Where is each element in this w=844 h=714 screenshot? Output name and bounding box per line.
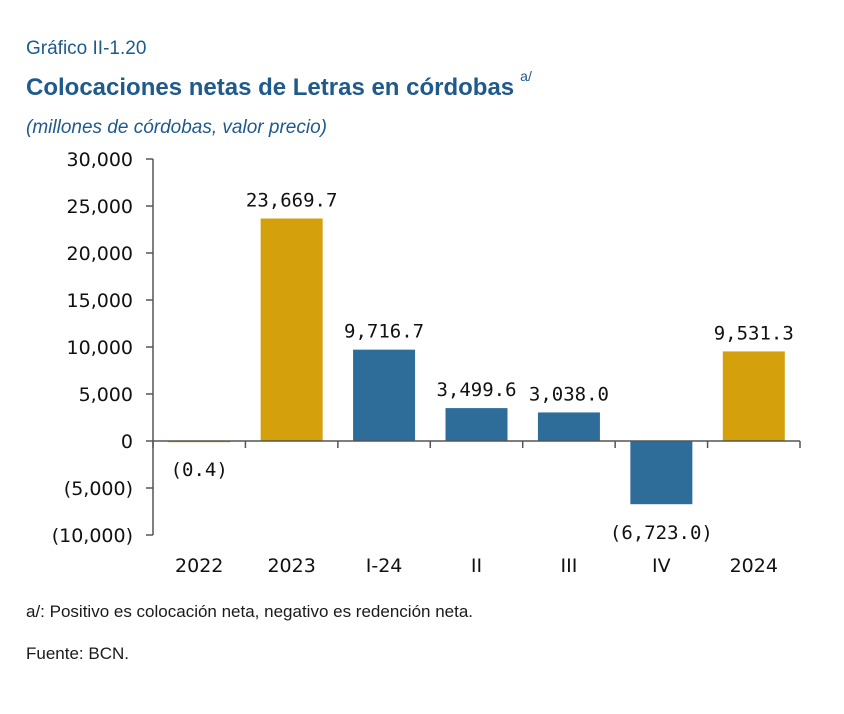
data-label: (0.4) bbox=[171, 459, 228, 481]
bar bbox=[260, 218, 323, 441]
chart-title: Colocaciones netas de Letras en córdobas… bbox=[26, 68, 532, 102]
bar bbox=[630, 441, 693, 505]
data-label: 9,531.3 bbox=[714, 322, 794, 344]
y-tick-label: 5,000 bbox=[79, 384, 133, 406]
y-tick-label: (10,000) bbox=[52, 525, 133, 547]
bar-chart: 30,000 25,000 20,000 15,000 10,000 5,000 0 (5,0… bbox=[52, 149, 801, 577]
x-tick-label: III bbox=[561, 555, 578, 577]
y-tick-label: 30,000 bbox=[67, 149, 133, 171]
data-label: 3,499.6 bbox=[436, 379, 516, 401]
data-label: 9,716.7 bbox=[344, 321, 424, 343]
y-tick-label: 10,000 bbox=[67, 337, 133, 359]
y-tick-label: (5,000) bbox=[64, 478, 133, 500]
source-note: Fuente: BCN. bbox=[26, 644, 129, 663]
footnote: a/: Positivo es colocación neta, negativ… bbox=[26, 602, 474, 621]
chart-title-text: Colocaciones netas de Letras en córdobas bbox=[26, 74, 515, 101]
x-tick-label: 2023 bbox=[267, 555, 315, 577]
data-label: 23,669.7 bbox=[246, 190, 338, 212]
y-tick-label: 15,000 bbox=[67, 290, 133, 312]
figure-label: Gráfico II-1.20 bbox=[26, 38, 147, 59]
x-tick-label: 2022 bbox=[175, 555, 223, 577]
y-tick-label: 20,000 bbox=[67, 243, 133, 265]
x-tick-label: 2024 bbox=[730, 555, 778, 577]
title-note: a/ bbox=[520, 68, 532, 84]
y-tick-label: 25,000 bbox=[67, 196, 133, 218]
bar bbox=[445, 408, 508, 441]
y-tick-label: 0 bbox=[121, 431, 133, 453]
chart-subtitle: (millones de córdobas, valor precio) bbox=[26, 117, 327, 138]
data-label: (6,723.0) bbox=[610, 522, 713, 544]
x-tick-label: II bbox=[471, 555, 482, 577]
data-label: 3,038.0 bbox=[529, 383, 609, 405]
x-tick-label: IV bbox=[652, 555, 671, 577]
x-tick-label: I-24 bbox=[366, 555, 403, 577]
bar bbox=[537, 412, 600, 441]
bar bbox=[722, 351, 785, 441]
bar bbox=[353, 349, 416, 441]
